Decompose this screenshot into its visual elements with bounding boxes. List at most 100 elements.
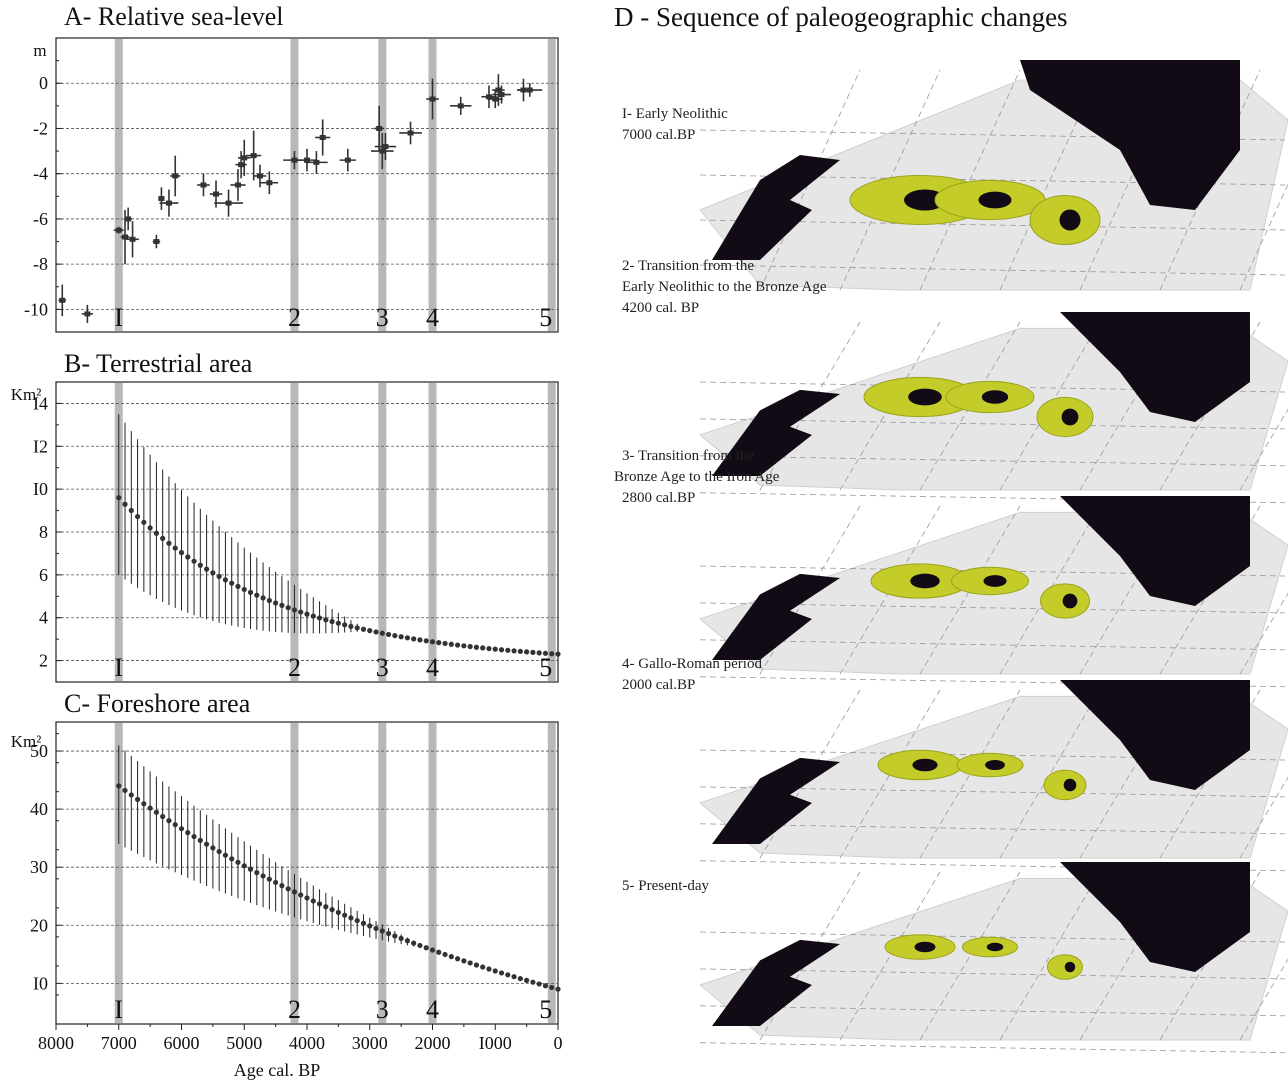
curve-point — [273, 879, 279, 886]
x-tick-label: 6000 — [164, 1033, 200, 1053]
data-point — [58, 284, 67, 317]
curve-point — [222, 852, 229, 858]
y-tick-label: -2 — [33, 118, 48, 138]
point-marker — [376, 125, 383, 131]
map-grid-line — [999, 689, 1101, 859]
data-point — [237, 139, 251, 176]
curve-point — [342, 622, 348, 628]
data-point — [152, 234, 161, 249]
curve-point — [266, 876, 272, 882]
point-marker — [407, 130, 414, 136]
curve-point — [166, 818, 172, 824]
curve-point — [379, 928, 385, 934]
phase-line-5 — [547, 723, 556, 1023]
curve-point — [379, 630, 385, 636]
curve-point — [266, 597, 272, 604]
curve-point — [160, 813, 166, 820]
curve-point — [549, 984, 555, 991]
map-grid-line — [699, 602, 1286, 614]
map-grid-line — [999, 505, 1101, 675]
map-grid-line — [839, 871, 941, 1041]
curve-point — [147, 525, 153, 531]
y-tick-label: 0 — [39, 73, 48, 93]
curve-point — [128, 792, 134, 798]
left-dark-area — [712, 573, 840, 660]
curve-point — [448, 641, 454, 647]
point-marker — [344, 157, 351, 163]
curve-point — [354, 625, 360, 631]
curve-point — [329, 618, 335, 625]
data-point — [339, 148, 356, 172]
point-marker — [250, 153, 257, 159]
curve-point — [291, 889, 298, 895]
phase-label-1: I — [114, 303, 123, 332]
curve-point — [216, 573, 222, 580]
curve-point — [172, 822, 178, 828]
map-grid-line — [839, 321, 941, 491]
curve-point — [423, 638, 429, 644]
stage-3-label: 3- Transition from the Bronze Age to the… — [614, 446, 779, 509]
curve-point — [141, 801, 147, 807]
map-grid-line — [919, 321, 1021, 491]
map-grid-line — [699, 264, 1286, 276]
point-marker — [313, 159, 320, 165]
data-point — [315, 119, 331, 156]
curve-point — [254, 870, 260, 876]
dark-spot — [914, 941, 936, 953]
point-marker — [498, 92, 505, 98]
curve-point — [354, 917, 360, 924]
stage-1-line2: 7000 cal.BP — [622, 127, 696, 143]
data-point — [426, 78, 439, 120]
stage-1-line1: I- Early Neolithic — [622, 106, 728, 122]
phase-label-4: 4 — [426, 303, 439, 332]
map-grid-line — [1239, 592, 1288, 675]
phase-label-5: 5 — [539, 303, 552, 332]
map-grid-line — [699, 639, 1286, 651]
curve-point — [455, 642, 461, 648]
stage-2-line1: 2- Transition from the — [622, 258, 755, 274]
curve-point — [134, 513, 141, 520]
phase-label-3: 3 — [376, 995, 389, 1024]
point-marker — [115, 227, 122, 233]
curve-point — [247, 589, 254, 595]
curve-point — [235, 859, 241, 865]
data-point — [450, 96, 472, 115]
curve-point — [360, 920, 367, 926]
data-point — [197, 173, 210, 197]
curve-point — [116, 783, 122, 789]
curve-point — [511, 648, 517, 654]
curve-point — [404, 635, 410, 641]
map-grid-line — [1239, 958, 1288, 1041]
curve-point — [398, 634, 404, 640]
curve-point — [442, 640, 448, 647]
dark-spot — [985, 759, 1005, 771]
curve-point — [323, 904, 329, 910]
map-grid-line — [699, 676, 1286, 688]
phase-line-3 — [378, 723, 387, 1023]
map-grid-line — [699, 418, 1286, 430]
map-grid-line — [699, 1005, 1286, 1017]
stage-2-line2: Early Neolithic to the Bronze Age — [622, 279, 827, 295]
y-tick-label: 30 — [30, 857, 48, 877]
panel-c-title: C- Foreshore area — [64, 689, 251, 718]
dark-spot — [1059, 209, 1081, 231]
curve-point — [210, 845, 216, 851]
point-marker — [158, 196, 165, 202]
phase-label-2: 2 — [288, 303, 301, 332]
x-tick-label: 4000 — [289, 1033, 325, 1053]
curve-point — [492, 646, 498, 652]
curve-point — [461, 958, 467, 964]
phase-label-3: 3 — [376, 303, 389, 332]
curve-point — [197, 562, 203, 568]
stage-2-label: 2- Transition from the Early Neolithic t… — [622, 256, 827, 319]
phase-line-2 — [290, 39, 299, 331]
map-2 — [698, 312, 1288, 504]
data-point — [113, 226, 124, 234]
phase-line-1 — [114, 723, 123, 1023]
curve-point — [411, 940, 417, 946]
data-point — [374, 105, 385, 152]
y-tick-label: -6 — [33, 209, 48, 229]
curve-point — [348, 623, 354, 629]
data-point — [124, 207, 132, 231]
